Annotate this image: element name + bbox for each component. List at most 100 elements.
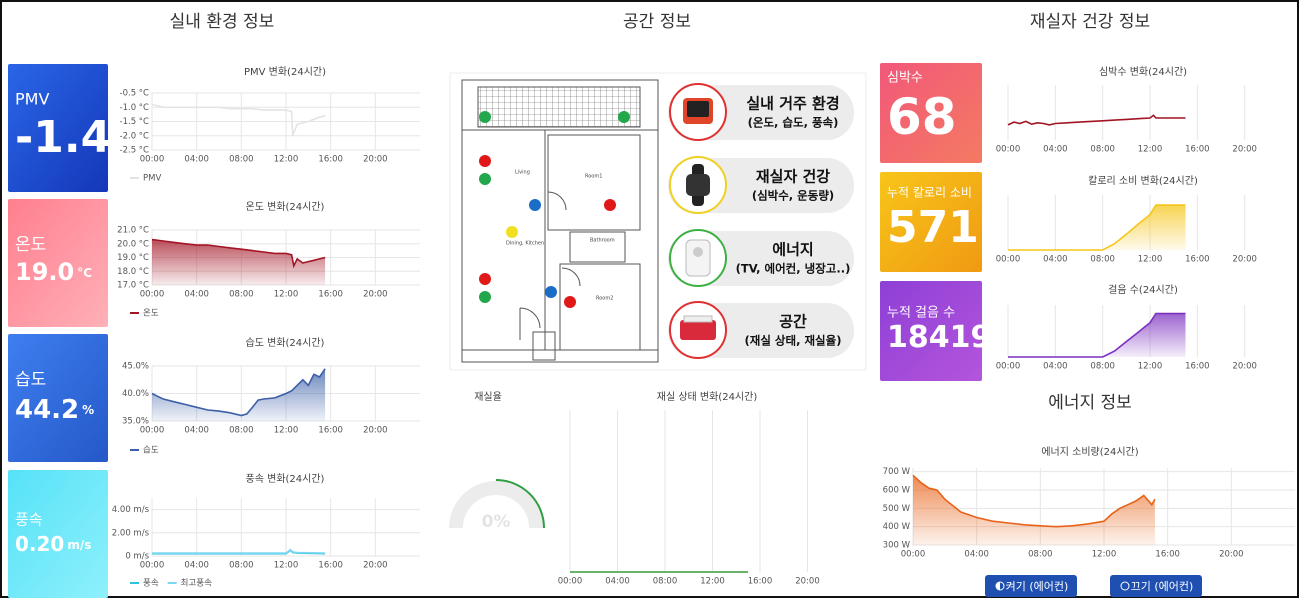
x-tick-label: 04:00 [184, 426, 209, 436]
value-number: 19.0 [15, 258, 74, 286]
value-number: 18419 [887, 320, 991, 355]
card-value: 68 [887, 88, 957, 146]
feature-subtitle: (TV, 에어컨, 냉장고..) [736, 262, 851, 276]
y-tick-label: -1.0 °C [120, 103, 150, 113]
x-tick-label: 04:00 [1043, 145, 1068, 155]
x-tick-label: 12:00 [274, 426, 299, 436]
chart-title: 습도 변화(24시간) [246, 337, 325, 349]
x-tick-label: 16:00 [748, 577, 773, 587]
feature-item: 공간 (재실 상태, 재실율) [668, 302, 854, 358]
chart-title: 재실 상태 변화(24시간) [657, 391, 758, 403]
y-tick-label: 20.0 °C [117, 239, 149, 249]
legend-label: 습도 [143, 446, 159, 456]
feature-title: 공간 [779, 313, 807, 331]
y-tick-label: 500 W [883, 504, 911, 514]
feature-item: 재실자 건강 (심박수, 운동량) [668, 157, 854, 213]
gauge-label: 0% [482, 512, 511, 532]
value-number: 44.2 [15, 395, 79, 425]
page: { "titles": {"indoor": "실내 환경 정보", "spac… [0, 0, 1299, 598]
button[interactable]: 끄기 (에어컨) [1110, 575, 1202, 597]
x-tick-label: 20:00 [363, 155, 388, 165]
y-tick-label: 700 W [883, 467, 911, 477]
x-tick-label: 04:00 [1043, 362, 1068, 372]
button[interactable]: 켜기 (에어컨) [985, 575, 1077, 597]
y-tick-label: 21.0 °C [117, 226, 149, 236]
chart-title: 재실율 [474, 391, 502, 403]
x-tick-label: 04:00 [184, 155, 209, 165]
chart-title: 칼로리 소비 변화(24시간) [1088, 174, 1198, 187]
y-tick-label: 600 W [883, 486, 911, 496]
data-line [152, 550, 325, 554]
x-tick-label: 16:00 [1185, 255, 1210, 265]
y-tick-label: -1.5 °C [120, 117, 150, 127]
x-tick-label: 12:00 [700, 577, 725, 587]
legend-label: PMV [143, 174, 161, 184]
data-line [152, 104, 325, 135]
chart-title: 걸음 수(24시간) [1108, 283, 1178, 296]
area-fill [152, 240, 325, 285]
area-fill [1008, 314, 1186, 358]
card-label: 누적 칼로리 소비 [887, 186, 972, 200]
x-tick-label: 16:00 [1155, 550, 1180, 560]
room-label: Room1 [585, 174, 602, 180]
x-tick-label: 20:00 [363, 290, 388, 300]
feature-title: 재실자 건강 [756, 168, 830, 186]
x-tick-label: 04:00 [184, 561, 209, 571]
x-tick-label: 12:00 [274, 290, 299, 300]
data-line [1008, 115, 1186, 125]
room-label: Bathroom [590, 238, 615, 244]
x-tick-label: 00:00 [558, 577, 583, 587]
x-tick-label: 12:00 [274, 561, 299, 571]
x-tick-label: 04:00 [605, 577, 630, 587]
chart-title: 에너지 소비량(24시간) [1041, 446, 1138, 458]
value-unit: °C [77, 266, 92, 280]
x-tick-label: 20:00 [1232, 255, 1257, 265]
section-title: 재실자 건강 정보 [1030, 12, 1150, 32]
y-tick-label: 4.00 m/s [112, 505, 150, 515]
x-tick-label: 08:00 [653, 577, 678, 587]
legend-label: 풍속 [143, 579, 159, 589]
card-label: 누적 걸음 수 [887, 306, 955, 321]
x-tick-label: 20:00 [363, 426, 388, 436]
legend-label: 최고풍속 [181, 578, 212, 589]
x-tick-label: 00:00 [140, 561, 165, 571]
area-fill [152, 369, 325, 421]
chart-title: 온도 변화(24시간) [246, 201, 325, 213]
card-label: 온도 [15, 235, 46, 255]
area-fill [1008, 205, 1186, 250]
y-tick-label: -2.0 °C [120, 131, 150, 141]
section-title: 공간 정보 [623, 12, 691, 32]
chart-title: PMV 변화(24시간) [244, 66, 326, 78]
x-tick-label: 08:00 [1028, 550, 1053, 560]
card-label: 심박수 [887, 71, 923, 86]
y-tick-label: 400 W [883, 522, 911, 532]
feature-title: 에너지 [772, 241, 813, 259]
x-tick-label: 16:00 [1185, 145, 1210, 155]
button-label[interactable]: 끄기 (에어컨) [1131, 580, 1194, 593]
room-label: Room2 [596, 296, 613, 302]
y-tick-label: 45.0% [122, 362, 149, 372]
y-tick-label: 18.0 °C [117, 267, 149, 277]
x-tick-label: 00:00 [140, 290, 165, 300]
x-tick-label: 08:00 [229, 561, 254, 571]
dashboard: 실내 환경 정보 공간 정보 재실자 건강 정보 에너지 정보 Living R… [0, 0, 1299, 598]
x-tick-label: 20:00 [1232, 145, 1257, 155]
card-label: PMV [15, 90, 49, 109]
room-label: Dining, Kitchen [506, 241, 544, 247]
button-label[interactable]: 켜기 (에어컨) [1006, 580, 1069, 593]
y-tick-label: -0.5 °C [120, 89, 150, 99]
x-tick-label: 08:00 [229, 290, 254, 300]
legend-label: 온도 [143, 309, 159, 319]
x-tick-label: 16:00 [1185, 362, 1210, 372]
value-number: 68 [887, 88, 957, 146]
feature-subtitle: (온도, 습도, 풍속) [748, 116, 839, 130]
x-tick-label: 00:00 [996, 255, 1021, 265]
x-tick-label: 08:00 [229, 155, 254, 165]
x-tick-label: 00:00 [996, 145, 1021, 155]
value-number: -1.4 [15, 112, 111, 163]
x-tick-label: 00:00 [901, 550, 926, 560]
section-title: 에너지 정보 [1048, 393, 1132, 413]
card-value: 571 [887, 202, 979, 253]
x-tick-label: 20:00 [795, 577, 820, 587]
x-tick-label: 16:00 [318, 561, 343, 571]
